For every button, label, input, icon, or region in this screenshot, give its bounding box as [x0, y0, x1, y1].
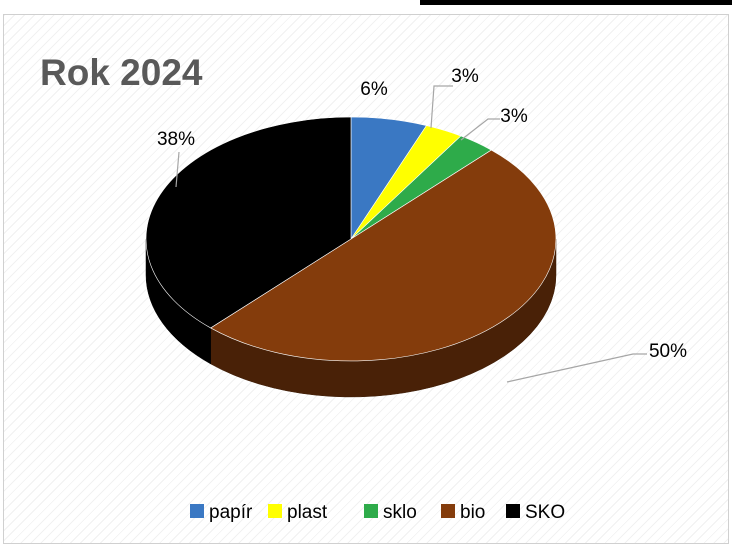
- leader-line: [430, 85, 453, 129]
- legend-swatch-plast: [268, 504, 282, 518]
- leader-line: [506, 353, 647, 383]
- data-label-plast: 3%: [451, 66, 479, 87]
- legend-label-plast: plast: [287, 502, 328, 523]
- legend-swatch-sko: [506, 504, 520, 518]
- data-label-pap-r: 6%: [360, 79, 388, 100]
- legend-label-sko: SKO: [525, 502, 565, 523]
- data-label-sklo: 3%: [500, 106, 528, 127]
- leader-line: [460, 118, 500, 141]
- legend-label-bio: bio: [460, 502, 485, 523]
- legend-swatch-sklo: [364, 504, 378, 518]
- chart-title: Rok 2024: [40, 52, 203, 93]
- legend: papír plast sklo bio SKO: [190, 502, 565, 523]
- legend-label-sklo: sklo: [383, 502, 417, 523]
- data-label-bio: 50%: [649, 341, 687, 362]
- pie-slice-sko: [145, 116, 352, 329]
- legend-swatch-bio: [441, 504, 455, 518]
- chart-area: [3, 14, 729, 544]
- top-black-bar: [420, 0, 732, 5]
- leader-line: [175, 151, 180, 188]
- legend-swatch-pap-r: [190, 504, 204, 518]
- pie-slice-bio: [210, 149, 557, 362]
- legend-label-pap-r: papír: [209, 502, 253, 523]
- data-label-sko: 38%: [157, 129, 195, 150]
